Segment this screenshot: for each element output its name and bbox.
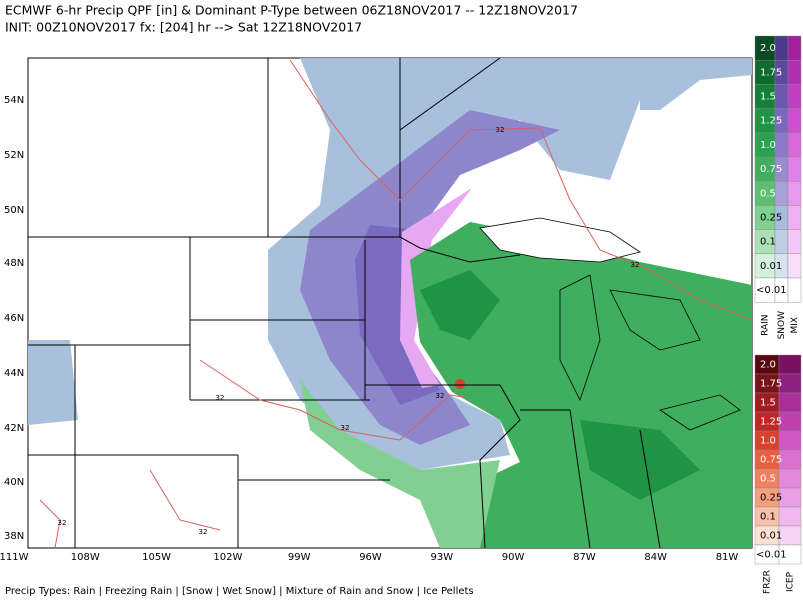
legend-level: 1.5 <box>760 92 776 103</box>
legend-level: 0.1 <box>760 237 776 248</box>
legend-swatch <box>787 205 802 230</box>
lon-label: 108W <box>71 552 100 563</box>
legend-level: 2.0 <box>760 43 776 54</box>
legend-swatch <box>787 108 802 133</box>
legend-level: 0.25 <box>760 213 782 224</box>
lon-label: 99W <box>288 552 311 563</box>
legend-level: 0.1 <box>760 512 776 523</box>
legend-level: 0.25 <box>760 493 782 504</box>
legend-column: MIX <box>790 317 800 334</box>
legend-column: RAIN <box>761 314 771 335</box>
lon-label: 84W <box>644 552 667 563</box>
legend-level: <0.01 <box>756 285 787 296</box>
contour-label: 32 <box>216 394 225 402</box>
legend-swatch <box>787 132 802 158</box>
legend-level: 0.5 <box>760 474 776 485</box>
lat-label: 46N <box>4 313 24 324</box>
map <box>27 57 753 549</box>
contour-label: 32 <box>58 519 67 527</box>
footer: Precip Types: Rain | Freezing Rain | [Sn… <box>5 586 474 597</box>
lat-label: 44N <box>4 368 24 379</box>
lat-label: 54N <box>4 95 24 106</box>
legend-swatch <box>787 156 802 182</box>
legend-swatch <box>778 525 802 546</box>
legend-column: FRZR <box>763 570 773 594</box>
legend-level: 0.01 <box>760 531 782 542</box>
legend-level: 1.25 <box>760 116 782 127</box>
legend-swatch <box>774 132 789 158</box>
legend-level: 1.5 <box>760 398 776 409</box>
lon-label: 102W <box>213 552 242 563</box>
legend-level: 1.0 <box>760 436 776 447</box>
contour-label: 32 <box>496 126 505 134</box>
legend-level: 2.0 <box>760 360 776 371</box>
legend-swatch <box>787 84 802 109</box>
legend-level: <0.01 <box>756 550 787 561</box>
legend-level: 0.01 <box>760 261 782 272</box>
legend-level: 1.75 <box>760 379 782 390</box>
lon-label: 111W <box>0 552 29 563</box>
legend-swatch <box>774 229 789 255</box>
legend-swatch <box>787 229 802 255</box>
legend-swatch <box>774 35 789 61</box>
title: ECMWF 6-hr Precip QPF [in] & Dominant P-… <box>5 3 578 18</box>
lon-label: 93W <box>430 552 453 563</box>
legend-swatch <box>787 253 802 279</box>
subtitle: INIT: 00Z10NOV2017 fx: [204] hr --> Sat … <box>5 20 362 35</box>
legend-swatch <box>778 487 802 508</box>
lat-label: 40N <box>4 477 24 488</box>
legend-swatch <box>778 468 802 489</box>
lon-label: 87W <box>573 552 596 563</box>
legend-swatch <box>774 84 789 109</box>
legend-swatch <box>778 392 802 413</box>
legend-swatch <box>778 544 802 565</box>
contour-label: 32 <box>341 424 350 432</box>
legend-column: SNOW <box>777 311 787 340</box>
legend-level: 0.75 <box>760 455 782 466</box>
lon-label: 81W <box>716 552 739 563</box>
legend-swatch <box>774 180 789 206</box>
lat-label: 52N <box>4 150 24 161</box>
legend-level: 1.75 <box>760 67 782 78</box>
lon-label: 90W <box>502 552 525 563</box>
lon-label: 105W <box>142 552 171 563</box>
legend-level: 0.5 <box>760 188 776 199</box>
lat-label: 48N <box>4 258 24 269</box>
legend-swatch <box>778 449 802 470</box>
lon-label: 96W <box>359 552 382 563</box>
lat-label: 38N <box>4 531 24 542</box>
contour-label: 32 <box>199 528 208 536</box>
legend-swatch <box>787 60 802 85</box>
legend-swatch <box>778 354 802 375</box>
legend-level: 0.75 <box>760 164 782 175</box>
legend-swatch <box>787 180 802 206</box>
lat-label: 50N <box>4 205 24 216</box>
lat-label: 42N <box>4 423 24 434</box>
legend-swatch <box>787 35 802 61</box>
legend-swatch <box>778 373 802 394</box>
legend-level: 1.25 <box>760 417 782 428</box>
legend-swatch <box>778 411 802 432</box>
contour-label: 32 <box>436 392 445 400</box>
legend-swatch <box>778 506 802 527</box>
legend-column: ICEP <box>786 571 796 592</box>
contour-label: 32 <box>631 261 640 269</box>
legend-swatch <box>778 430 802 451</box>
legend-level: 1.0 <box>760 140 776 151</box>
legend-swatch <box>787 277 802 303</box>
